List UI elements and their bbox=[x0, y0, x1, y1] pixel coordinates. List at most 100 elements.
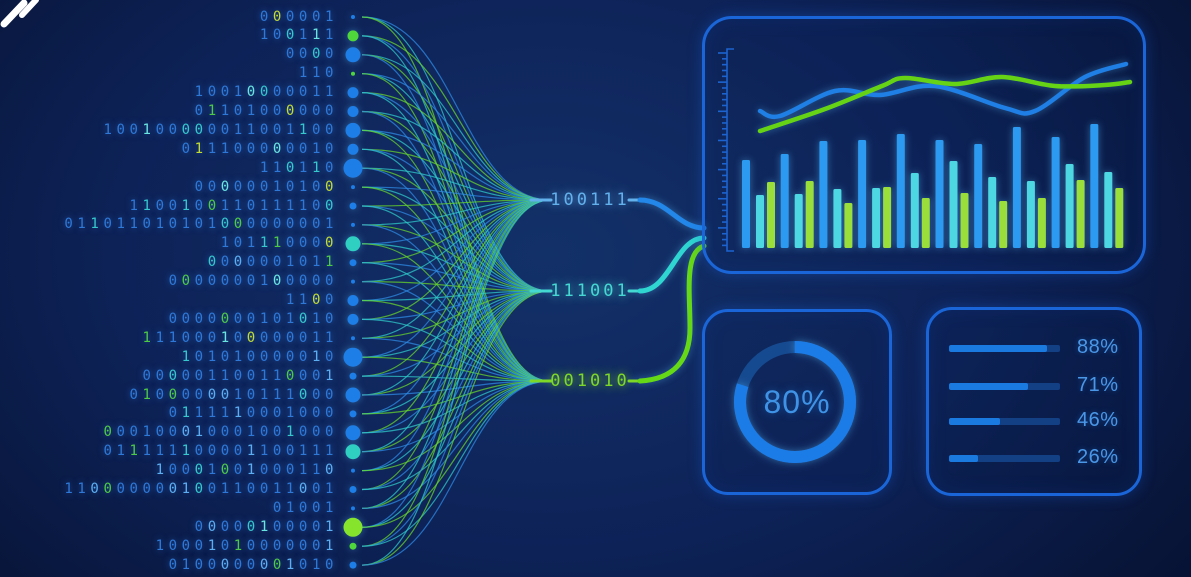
binary-row: 110110 bbox=[259, 159, 338, 176]
input-dot bbox=[345, 444, 361, 460]
blue-bar bbox=[858, 140, 867, 248]
progress-fill bbox=[949, 454, 978, 462]
input-dot bbox=[351, 185, 355, 190]
input-dot bbox=[347, 87, 359, 99]
green-bar bbox=[1037, 198, 1046, 248]
blue-bar bbox=[974, 144, 983, 248]
green-bar bbox=[883, 187, 892, 248]
binary-row: 00000100001 bbox=[194, 518, 338, 535]
input-dot bbox=[347, 313, 359, 325]
green-bar bbox=[921, 198, 930, 248]
binary-row: 01101000000 bbox=[194, 103, 338, 119]
line-bar-chart bbox=[718, 48, 1133, 252]
input-dot bbox=[345, 47, 361, 63]
progress-label: 71% bbox=[1077, 374, 1119, 396]
progress-track bbox=[949, 344, 1060, 352]
node-label-111001: 111001 bbox=[550, 281, 630, 301]
binary-row: 111000100000011 bbox=[142, 329, 338, 346]
progress-fill bbox=[949, 382, 1028, 390]
corner-mark-icon bbox=[0, 0, 39, 28]
binary-row: 0000000100000 bbox=[168, 273, 338, 290]
blue-bar bbox=[1090, 124, 1099, 248]
input-dot bbox=[351, 71, 355, 76]
input-dot bbox=[347, 106, 359, 117]
input-dot bbox=[351, 468, 355, 473]
progress-track bbox=[949, 454, 1060, 462]
binary-row: 011100000010 bbox=[181, 140, 338, 157]
binary-row: 00000010100 bbox=[194, 178, 338, 195]
binary-row: 10001010000001 bbox=[155, 537, 338, 554]
progress-track bbox=[949, 382, 1060, 390]
binary-row: 0100000001010 bbox=[168, 556, 338, 573]
binary-row: 1100100110111100 bbox=[129, 197, 338, 214]
input-dot bbox=[345, 425, 361, 441]
input-dot bbox=[349, 561, 357, 569]
binary-row: 100111 bbox=[259, 27, 338, 44]
cyan-bar bbox=[1065, 164, 1074, 248]
progress-label: 46% bbox=[1077, 409, 1119, 431]
input-dot bbox=[351, 506, 355, 511]
progress-bars-panel: 88% 71% 46% 26% bbox=[926, 307, 1142, 496]
binary-row: 0111110001000 bbox=[168, 405, 338, 422]
green-bar bbox=[767, 182, 775, 248]
input-dot bbox=[351, 15, 355, 19]
blue-line bbox=[757, 61, 1129, 120]
blue-bar bbox=[780, 154, 789, 248]
binary-row: 101010000010 bbox=[181, 348, 338, 365]
input-dot bbox=[349, 486, 357, 493]
binary-row: 110 bbox=[298, 65, 338, 82]
blue-bar bbox=[1051, 137, 1060, 248]
line-bar-chart-panel bbox=[702, 16, 1146, 274]
binary-row: 100100000011001100 bbox=[103, 121, 338, 138]
input-dot bbox=[345, 122, 361, 138]
cyan-bar bbox=[988, 177, 997, 248]
progress-label: 88% bbox=[1077, 336, 1119, 358]
input-dot bbox=[349, 259, 357, 267]
cyan-bar bbox=[910, 173, 919, 248]
cyan-bar bbox=[756, 195, 764, 248]
progress-fill bbox=[949, 417, 1001, 425]
input-dot bbox=[347, 143, 359, 155]
binary-row: 000001 bbox=[259, 8, 338, 25]
input-dot bbox=[349, 542, 357, 550]
progress-track bbox=[949, 417, 1060, 425]
blue-bar bbox=[819, 141, 828, 248]
input-dot bbox=[349, 202, 357, 210]
input-dot bbox=[345, 387, 361, 403]
green-line bbox=[757, 74, 1133, 134]
green-bar bbox=[805, 181, 814, 248]
gauge-panel: 80% bbox=[702, 309, 892, 495]
input-dot bbox=[349, 372, 357, 380]
input-dot bbox=[351, 279, 355, 284]
input-dot bbox=[347, 30, 359, 42]
input-dot bbox=[347, 295, 359, 306]
cyan-bar bbox=[949, 161, 958, 248]
cyan-bar bbox=[794, 194, 803, 248]
cyan-bar bbox=[872, 188, 881, 248]
ruler-axis bbox=[718, 48, 734, 252]
binary-row: 000001100110001 bbox=[142, 367, 338, 384]
cyan-bar bbox=[833, 189, 842, 248]
blue-bar bbox=[742, 160, 750, 248]
green-bar bbox=[999, 201, 1008, 248]
binary-row: 011011010101000000001 bbox=[64, 216, 338, 233]
node-label-001010: 001010 bbox=[550, 371, 630, 391]
node-label-100111: 100111 bbox=[550, 190, 630, 210]
binary-row: 0000001011 bbox=[207, 254, 338, 271]
binary-row: 110000000100110011001 bbox=[64, 481, 338, 497]
binary-row: 000100010001001000 bbox=[103, 424, 338, 441]
binary-row: 10010000011 bbox=[194, 84, 338, 101]
blue-bar bbox=[896, 134, 905, 248]
green-bar bbox=[844, 203, 853, 248]
green-bar bbox=[960, 193, 969, 248]
cyan-bar bbox=[1026, 181, 1035, 248]
green-bar bbox=[1115, 188, 1124, 248]
progress-fill bbox=[949, 344, 1047, 352]
input-dot bbox=[343, 347, 363, 367]
blue-bar bbox=[1012, 127, 1021, 248]
gauge-ring bbox=[734, 341, 856, 463]
binary-row: 011111100001100111 bbox=[103, 443, 338, 460]
input-dot bbox=[345, 236, 361, 252]
